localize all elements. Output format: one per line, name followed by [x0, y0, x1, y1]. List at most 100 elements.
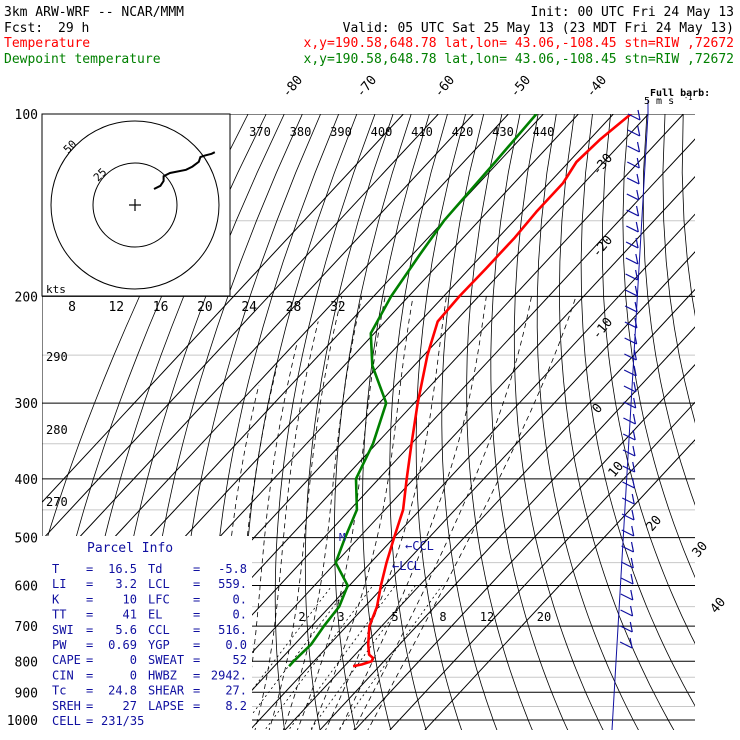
parcel-key: TT: [52, 608, 66, 622]
pressure-label: 800: [15, 655, 38, 670]
isotherm-line: [42, 114, 509, 616]
isotherm-line: [42, 114, 474, 579]
m-marker: M: [339, 531, 346, 544]
parcel-value: 516.: [218, 623, 247, 637]
parcel-value: 41: [123, 608, 137, 622]
temperature-location: x,y=190.58,648.78 lat,lon= 43.06,-108.45…: [304, 36, 734, 51]
moist-adiabat: [296, 296, 386, 730]
wind-barb: [622, 461, 636, 473]
wind-barbs: [611, 100, 649, 731]
isotherm-line: [214, 213, 695, 730]
parcel-eq: =: [86, 668, 93, 682]
dry-adiabat: [334, 114, 412, 730]
wind-barb: [621, 509, 635, 521]
mixing-ratio-labels: 2 3 5 8 12 20: [298, 610, 551, 624]
isotherm-label: -30: [590, 151, 617, 179]
isotherm-line: [319, 326, 695, 730]
dewpoint-legend: Dewpoint temperature: [4, 52, 161, 67]
wind-scale-value: 5 m s: [644, 96, 674, 107]
hodograph-speed-tick: 32: [330, 300, 346, 315]
dry-adiabat: [389, 114, 448, 730]
theta-label: 370: [249, 125, 271, 139]
dry-adiabat: [42, 114, 231, 557]
wind-barb: [627, 109, 641, 121]
parcel-key: SWEAT: [148, 653, 184, 667]
wind-barb: [625, 253, 639, 265]
theta-label: 430: [492, 125, 514, 139]
parcel-value: -5.8: [218, 562, 247, 576]
moist-adiabat: [339, 296, 487, 730]
wind-barb: [620, 573, 634, 585]
parcel-key: LI: [52, 577, 66, 591]
isotherm-label: -10: [590, 315, 617, 343]
theta-label: 420: [452, 125, 474, 139]
pressure-label: 400: [15, 473, 38, 488]
moist-adiabat: [325, 296, 447, 730]
wind-barb: [627, 125, 641, 137]
pressure-label: 900: [15, 686, 38, 701]
pressure-labels: 100 200 300 400 500 600 700 800 900 1000: [7, 108, 38, 729]
dry-adiabat: [558, 114, 675, 730]
wind-barb: [623, 365, 637, 377]
wind-barb: [624, 317, 638, 329]
mixing-ratio-label: 12: [480, 610, 494, 624]
barb-axis: [611, 100, 649, 731]
moist-adiabat: [367, 296, 577, 730]
isotherm-label: 20: [644, 513, 666, 535]
wind-barb: [621, 541, 635, 553]
dry-adiabat: [274, 114, 376, 730]
parcel-value: 231/35: [101, 714, 144, 728]
isotherm-line: [284, 288, 695, 730]
hodograph-speed-tick: 28: [286, 300, 302, 315]
pressure-label: 300: [15, 397, 38, 412]
wind-barb: [626, 205, 640, 217]
hodograph-speed-tick: 8: [68, 300, 76, 315]
theta-labels: 370 380 390 400 410 420 430 440 290 280 270: [46, 125, 554, 509]
dry-adiabat: [701, 114, 740, 733]
wind-barb: [623, 413, 637, 425]
parcel-eq: =: [86, 608, 93, 622]
theta-label: 410: [411, 125, 433, 139]
wind-scale-exponent: -1: [684, 94, 692, 102]
moist-adiabat: [268, 296, 343, 730]
parcel-key: YGP: [148, 638, 170, 652]
dry-adiabat: [719, 114, 740, 733]
hodograph-units: kts: [46, 283, 66, 296]
sounding-series: [288, 114, 632, 668]
isotherm-label: 10: [606, 459, 628, 481]
lcl-marker: ←LCL: [392, 559, 421, 573]
parcel-key: SWI: [52, 623, 74, 637]
theta-left-label: 280: [46, 423, 68, 437]
theta-left-label: 290: [46, 350, 68, 364]
parcel-value: 8.2: [225, 699, 247, 713]
dry-adiabat: [580, 114, 695, 707]
theta-label: 400: [371, 125, 393, 139]
parcel-eq: =: [193, 668, 200, 682]
wind-barb: [622, 429, 636, 441]
parcel-key: CAPE: [52, 653, 81, 667]
forecast-hour: 29 h: [58, 21, 89, 36]
parcel-value: 52: [233, 653, 247, 667]
pressure-label: 600: [15, 580, 38, 595]
isotherm-line: [424, 439, 695, 730]
parcel-eq: =: [193, 638, 200, 652]
isotherm-label: 40: [708, 595, 730, 617]
moist-adiabat: [353, 296, 532, 730]
dry-adiabat: [490, 114, 569, 730]
mixing-ratio-label: 3: [337, 610, 344, 624]
parcel-value: 2942.: [211, 668, 247, 682]
parcel-info-title: Parcel Info: [87, 541, 173, 556]
dry-adiabat: [415, 114, 466, 730]
wind-barb: [626, 189, 640, 201]
model-title: 3km ARW-WRF -- NCAR/MMM: [4, 5, 184, 20]
parcel-eq: =: [86, 684, 93, 698]
theta-left-label: 270: [46, 495, 68, 509]
wind-barb: [620, 589, 634, 601]
parcel-value: 16.5: [108, 562, 137, 576]
parcel-value: 0.: [233, 608, 247, 622]
parcel-eq: =: [86, 653, 93, 667]
isotherm-label: -60: [432, 73, 459, 101]
dry-adiabat: [536, 114, 639, 730]
wind-barb: [623, 381, 637, 393]
